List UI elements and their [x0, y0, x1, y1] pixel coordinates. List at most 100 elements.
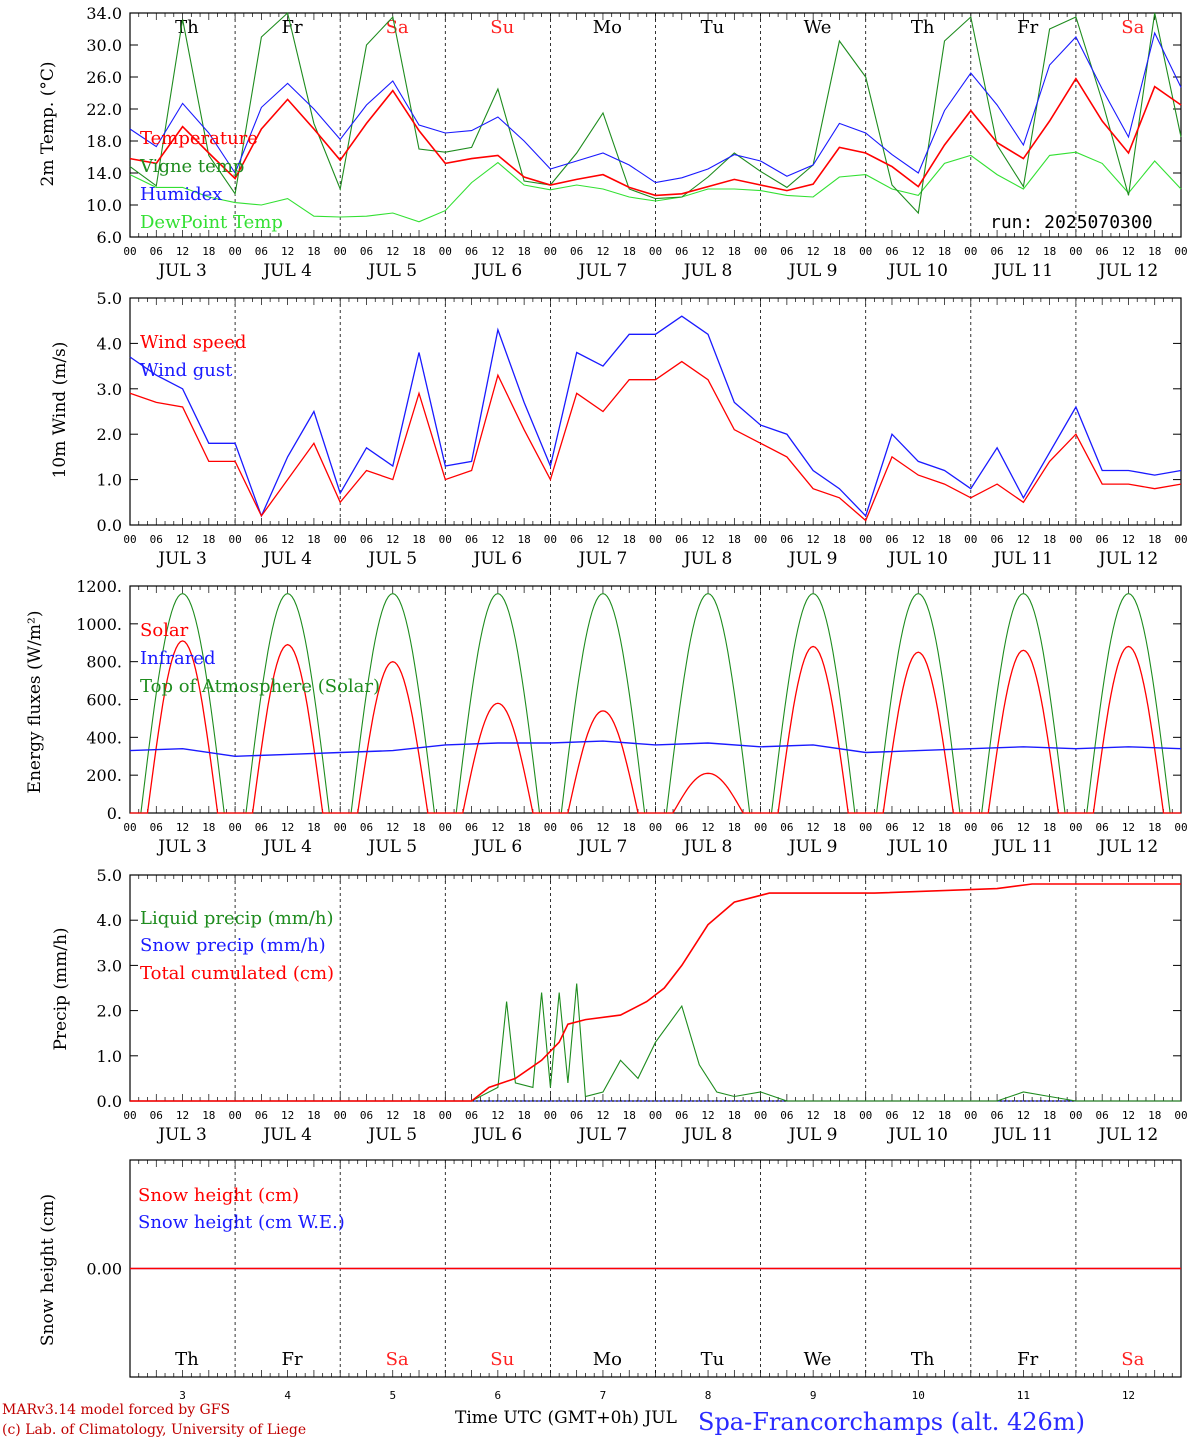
hour-tick-label: 00	[649, 245, 662, 258]
hour-tick-label: 18	[307, 245, 320, 258]
hour-tick-label: 06	[780, 821, 793, 834]
date-label: JUL 8	[682, 837, 733, 857]
hour-tick-label: 18	[412, 1109, 425, 1122]
date-label: JUL 9	[787, 837, 838, 857]
date-label: JUL 11	[992, 1125, 1053, 1145]
legend-wind-speed: Wind speed	[140, 332, 246, 353]
hour-tick-label: 12	[1122, 821, 1135, 834]
day-name-label: Mo	[593, 17, 622, 38]
hour-tick-label: 06	[885, 821, 898, 834]
hour-tick-label: 12	[701, 1109, 714, 1122]
hour-tick-label: 00	[439, 245, 452, 258]
hour-tick-label: 00	[1174, 533, 1187, 546]
date-label: JUL 5	[366, 549, 417, 569]
y-tick-label: 4.0	[97, 334, 122, 353]
hour-tick-label: 00	[754, 1109, 767, 1122]
hour-tick-label: 00	[439, 821, 452, 834]
hour-tick-label: 06	[1096, 821, 1109, 834]
hour-tick-label: 06	[675, 245, 688, 258]
date-label: JUL 11	[992, 837, 1053, 857]
hour-tick-label: 12	[176, 533, 189, 546]
y-tick-label: 200.	[86, 766, 122, 785]
y-tick-label: 22.0	[86, 100, 122, 119]
date-label: JUL 10	[887, 549, 948, 569]
date-label: JUL 5	[366, 837, 417, 857]
day-number-label: 11	[1017, 1389, 1030, 1402]
day-number-label: 6	[495, 1389, 502, 1402]
hour-tick-label: 18	[1148, 533, 1161, 546]
hour-tick-label: 12	[807, 821, 820, 834]
hour-tick-label: 18	[938, 533, 951, 546]
hour-tick-label: 00	[334, 245, 347, 258]
series-line-vigne-temp	[129, 11, 1182, 215]
hour-tick-label: 00	[649, 1109, 662, 1122]
y-tick-label: 3.0	[97, 380, 122, 399]
day-name-label: Tu	[701, 17, 725, 38]
hour-tick-label: 00	[544, 1109, 557, 1122]
hour-tick-label: 12	[176, 821, 189, 834]
date-label: JUL 4	[261, 1125, 312, 1145]
y-tick-label: 0.00	[86, 1260, 122, 1279]
hour-tick-label: 18	[833, 245, 846, 258]
hour-tick-label: 18	[938, 1109, 951, 1122]
hour-tick-label: 00	[859, 533, 872, 546]
y-tick-label: 800.	[86, 653, 122, 672]
hour-tick-label: 00	[228, 1109, 241, 1122]
hour-tick-label: 18	[1043, 533, 1056, 546]
y-tick-label: 3.0	[97, 956, 122, 975]
hour-tick-label: 00	[859, 821, 872, 834]
hour-tick-label: 06	[1096, 533, 1109, 546]
hour-tick-label: 18	[623, 245, 636, 258]
series-line-wind-speed	[129, 360, 1182, 522]
hour-tick-label: 06	[465, 1109, 478, 1122]
day-name-label: Th	[175, 1349, 199, 1370]
hour-tick-label: 00	[123, 533, 136, 546]
hour-tick-label: 06	[360, 533, 373, 546]
y-tick-label: 1.0	[97, 471, 122, 490]
hour-tick-label: 18	[728, 245, 741, 258]
day-name-label: Tu	[701, 1349, 725, 1370]
date-label: JUL 3	[156, 837, 207, 857]
hour-tick-label: 12	[281, 1109, 294, 1122]
day-name-label: Sa	[1121, 1349, 1144, 1370]
hour-tick-label: 18	[1148, 1109, 1161, 1122]
y-tick-label: 2.0	[97, 425, 122, 444]
hour-tick-label: 00	[544, 533, 557, 546]
hour-tick-label: 06	[150, 821, 163, 834]
day-name-label: Th	[911, 17, 935, 38]
hour-tick-label: 06	[255, 1109, 268, 1122]
hour-tick-label: 00	[1069, 533, 1082, 546]
hour-tick-label: 12	[1122, 1109, 1135, 1122]
hour-tick-label: 18	[202, 245, 215, 258]
legend-humidex: Humidex	[140, 184, 222, 205]
ytitle-wind: 10m Wind (m/s)	[50, 342, 70, 479]
hour-tick-label: 12	[491, 245, 504, 258]
hour-tick-label: 18	[412, 821, 425, 834]
hour-tick-label: 12	[281, 533, 294, 546]
date-label: JUL 3	[156, 549, 207, 569]
hour-tick-label: 12	[807, 1109, 820, 1122]
hour-tick-label: 18	[307, 533, 320, 546]
hour-tick-label: 06	[675, 1109, 688, 1122]
hour-tick-label: 12	[281, 245, 294, 258]
series-line-temperature	[129, 77, 1182, 197]
day-name-label: Fr	[1017, 1349, 1038, 1370]
date-label: JUL 10	[887, 1125, 948, 1145]
hour-tick-label: 18	[623, 821, 636, 834]
date-label: JUL 3	[156, 1125, 207, 1145]
hour-tick-label: 00	[1174, 821, 1187, 834]
hour-tick-label: 00	[964, 1109, 977, 1122]
hour-tick-label: 00	[964, 533, 977, 546]
hour-tick-label: 18	[938, 245, 951, 258]
date-label: JUL 5	[366, 261, 417, 281]
y-tick-label: 600.	[86, 691, 122, 710]
date-label: JUL 7	[577, 1125, 628, 1145]
date-label: JUL 4	[261, 837, 312, 857]
day-name-label: Th	[911, 1349, 935, 1370]
hour-tick-label: 00	[1069, 821, 1082, 834]
date-label: JUL 11	[992, 549, 1053, 569]
hour-tick-label: 18	[202, 1109, 215, 1122]
hour-tick-label: 00	[1069, 1109, 1082, 1122]
hour-tick-label: 18	[728, 821, 741, 834]
hour-tick-label: 12	[386, 533, 399, 546]
